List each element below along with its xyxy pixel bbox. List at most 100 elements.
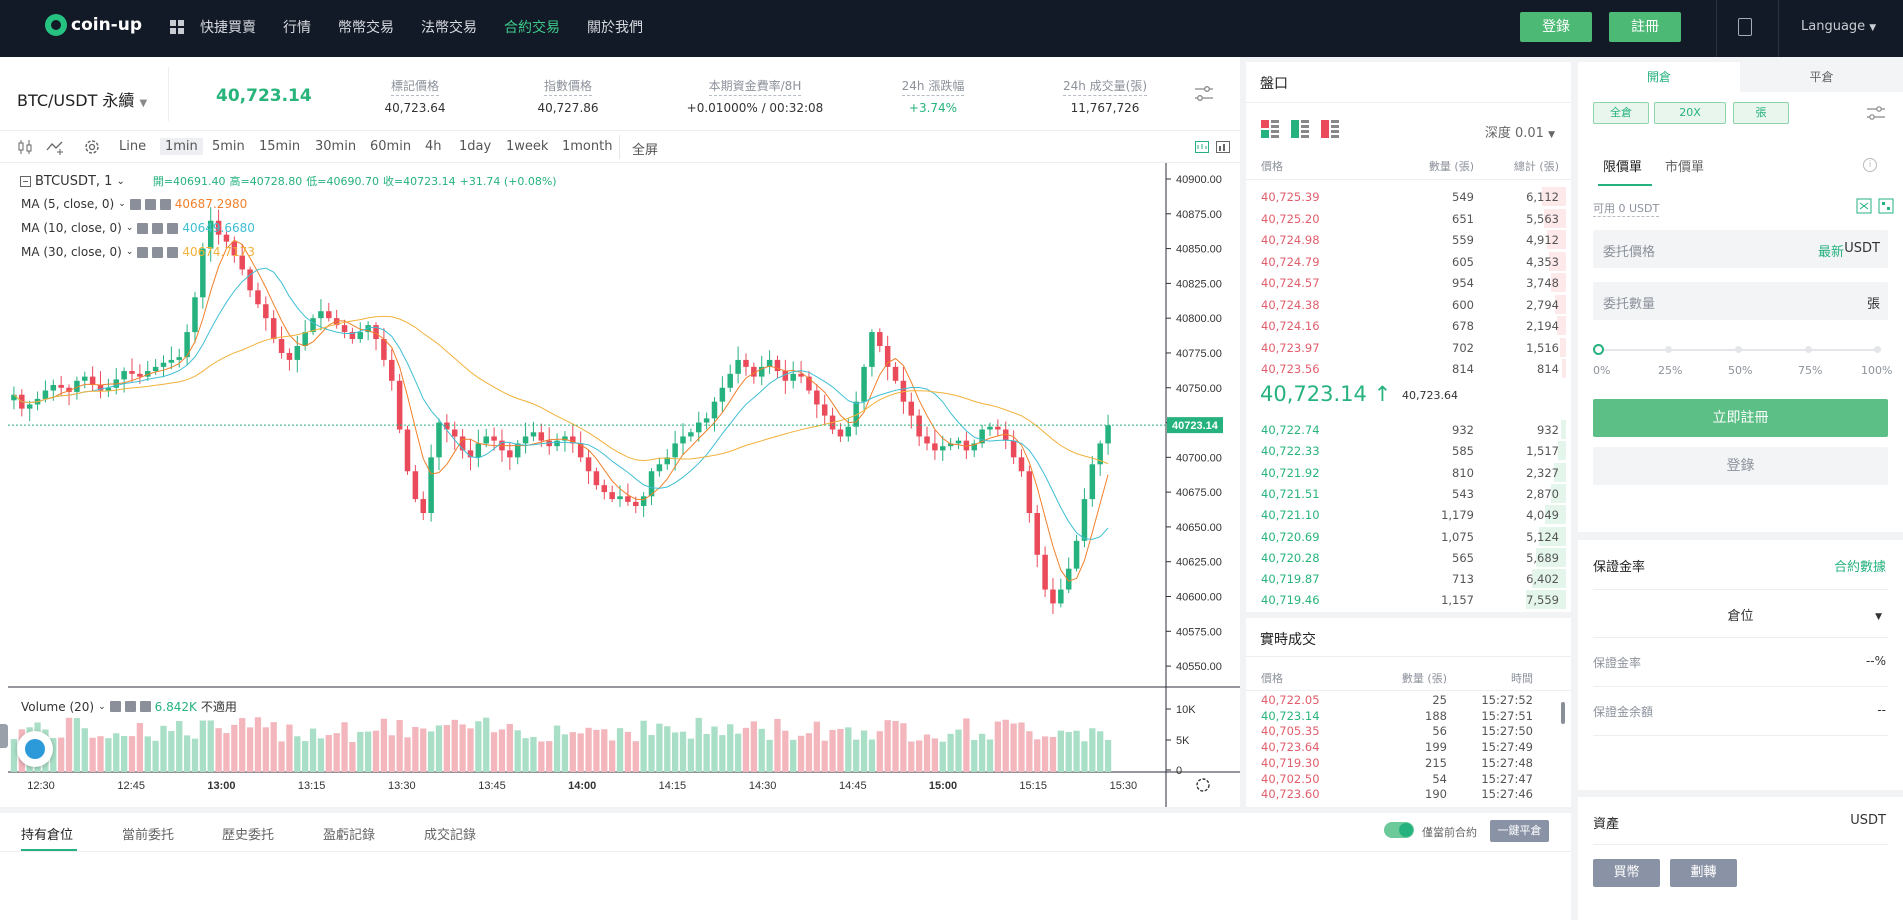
leverage-button[interactable]: 20X <box>1654 102 1726 124</box>
ask-row[interactable]: 40,724.98 559 4,912 <box>1246 229 1571 250</box>
volume-bar[interactable] <box>1097 731 1104 772</box>
volume-bar[interactable] <box>207 720 214 772</box>
candle[interactable] <box>522 436 529 444</box>
candle[interactable] <box>782 371 789 381</box>
slider-mark[interactable] <box>1805 346 1812 353</box>
volume-bar[interactable] <box>585 727 592 772</box>
candle[interactable] <box>514 443 521 458</box>
candle[interactable] <box>137 373 143 377</box>
volume-bar[interactable] <box>648 735 655 772</box>
volume-bar[interactable] <box>892 720 899 772</box>
bid-row[interactable]: 40,721.10 1,179 4,049 <box>1246 504 1571 525</box>
volume-bar[interactable] <box>404 737 411 772</box>
volume-bar[interactable] <box>309 728 317 772</box>
volume-bar[interactable] <box>774 718 781 772</box>
volume-bar[interactable] <box>254 717 262 772</box>
ask-row[interactable]: 40,723.97 702 1,516 <box>1246 337 1571 358</box>
volume-bar[interactable] <box>1057 730 1064 772</box>
candle[interactable] <box>404 429 411 472</box>
volume-bar[interactable] <box>640 720 647 772</box>
nav-item-market[interactable]: 行情 <box>283 20 311 36</box>
volume-bar[interactable] <box>679 731 687 772</box>
eye-icon[interactable] <box>137 222 149 234</box>
candle[interactable] <box>255 290 261 305</box>
margin-mode-button[interactable]: 全倉 <box>1593 102 1649 124</box>
candle[interactable] <box>1089 464 1096 500</box>
candle[interactable] <box>743 359 749 367</box>
candle[interactable] <box>467 450 474 458</box>
volume-bar[interactable] <box>239 718 246 772</box>
order-type-market[interactable]: 市價單 <box>1665 160 1705 175</box>
interval-60min[interactable]: 60min <box>370 139 412 154</box>
volume-bar[interactable] <box>176 721 183 772</box>
volume-bar[interactable] <box>65 717 73 772</box>
candle[interactable] <box>152 366 159 372</box>
candle[interactable] <box>963 440 970 451</box>
volume-bar[interactable] <box>215 728 222 772</box>
candle[interactable] <box>207 220 214 249</box>
candle[interactable] <box>711 401 718 419</box>
volume-bar[interactable] <box>270 722 277 772</box>
candle[interactable] <box>688 432 694 437</box>
volume-bar[interactable] <box>262 727 269 772</box>
volume-bar[interactable] <box>593 729 600 772</box>
candle-type-icon[interactable] <box>17 139 33 155</box>
depth-selector[interactable]: 深度 0.01 ▼ <box>1485 122 1555 141</box>
volume-bar[interactable] <box>514 730 521 772</box>
close-icon[interactable] <box>167 246 179 258</box>
volume-bar[interactable] <box>900 723 907 772</box>
candle[interactable] <box>302 332 308 346</box>
candle[interactable] <box>286 352 293 360</box>
bid-row[interactable]: 40,722.74 932 932 <box>1246 419 1571 440</box>
candle[interactable] <box>837 429 844 437</box>
login-button[interactable]: 登錄 <box>1520 12 1592 42</box>
volume-bar[interactable] <box>199 720 206 772</box>
volume-bar[interactable] <box>853 739 860 772</box>
volume-bar[interactable] <box>821 740 828 772</box>
volume-bar[interactable] <box>435 725 443 772</box>
volume-bar[interactable] <box>467 728 474 772</box>
eye-icon[interactable] <box>137 246 149 258</box>
slider-mark[interactable] <box>1665 346 1672 353</box>
language-selector[interactable]: Language ▼ <box>1801 19 1876 34</box>
candle[interactable] <box>947 443 954 447</box>
tab-open[interactable]: 開倉 <box>1578 62 1740 92</box>
volume-bar[interactable] <box>711 726 718 772</box>
candle[interactable] <box>1034 513 1040 555</box>
panel-login-button[interactable]: 登錄 <box>1593 447 1888 485</box>
volume-bar[interactable] <box>365 731 372 772</box>
chevron-down-icon[interactable]: ⌄ <box>98 701 106 712</box>
close-icon[interactable] <box>139 701 151 712</box>
volume-bar[interactable] <box>845 727 852 772</box>
candle[interactable] <box>349 332 356 340</box>
volume-bar[interactable] <box>955 729 962 772</box>
chevron-down-icon[interactable]: ⌄ <box>125 223 134 233</box>
candle[interactable] <box>74 380 80 392</box>
volume-bar[interactable] <box>742 727 750 772</box>
ask-row[interactable]: 40,724.79 605 4,353 <box>1246 251 1571 272</box>
volume-bar[interactable] <box>616 728 624 772</box>
volume-bar[interactable] <box>1026 731 1033 772</box>
candle[interactable] <box>318 311 324 319</box>
candle[interactable] <box>326 311 332 319</box>
candle[interactable] <box>908 401 915 416</box>
volume-bar[interactable] <box>10 739 18 772</box>
volume-bar[interactable] <box>128 736 136 772</box>
gear-icon[interactable] <box>144 198 156 210</box>
candle[interactable] <box>971 443 978 451</box>
volume-bar[interactable] <box>624 731 632 772</box>
current-contract-toggle[interactable] <box>1384 822 1414 838</box>
candle[interactable] <box>751 366 757 377</box>
volume-bar[interactable] <box>278 741 285 772</box>
candle[interactable] <box>821 404 828 416</box>
ask-row[interactable]: 40,724.57 954 3,748 <box>1246 272 1571 293</box>
candle[interactable] <box>680 436 686 444</box>
candle[interactable] <box>507 450 513 458</box>
candle[interactable] <box>727 373 733 388</box>
volume-bar[interactable] <box>231 724 238 772</box>
volume-bar[interactable] <box>671 732 679 772</box>
volume-bar[interactable] <box>443 725 451 772</box>
candle[interactable] <box>570 436 576 444</box>
volume-bar[interactable] <box>144 736 151 772</box>
ask-row[interactable]: 40,724.16 678 2,194 <box>1246 315 1571 336</box>
